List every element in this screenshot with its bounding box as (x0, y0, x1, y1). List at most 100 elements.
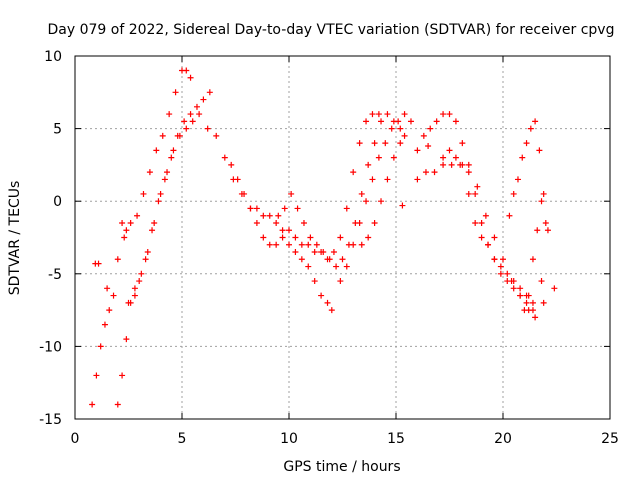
data-point (294, 205, 301, 212)
y-tick-label: 5 (53, 122, 62, 138)
data-point (114, 256, 121, 263)
data-point (313, 241, 320, 248)
data-point (407, 118, 414, 125)
data-point (459, 140, 466, 147)
data-point (305, 263, 312, 270)
data-point (142, 256, 149, 263)
data-point (131, 285, 138, 292)
x-tick-label: 10 (280, 431, 298, 447)
data-point (281, 205, 288, 212)
data-point (542, 219, 549, 226)
data-point (121, 234, 128, 241)
data-point (253, 205, 260, 212)
data-point (465, 169, 472, 176)
data-point (260, 212, 267, 219)
chart-title: Day 079 of 2022, Sidereal Day-to-day VTE… (48, 22, 615, 38)
data-point (517, 285, 524, 292)
data-point (525, 292, 532, 299)
data-point (474, 183, 481, 190)
data-point (266, 212, 273, 219)
data-point (286, 241, 292, 248)
x-tick-label: 25 (601, 431, 619, 447)
data-point (514, 176, 521, 183)
data-point (523, 140, 530, 147)
data-point (517, 292, 524, 299)
data-point (534, 227, 541, 234)
data-point (358, 241, 365, 248)
plot-frame (74, 55, 611, 420)
data-point (529, 307, 536, 314)
data-point (399, 202, 406, 209)
data-point (213, 132, 220, 139)
data-point (305, 241, 312, 248)
data-point (286, 227, 292, 234)
y-tick-label: 0 (53, 194, 62, 210)
data-point (422, 169, 429, 176)
data-point (363, 198, 370, 205)
y-tick-label: -10 (39, 339, 62, 355)
series-track-i (420, 111, 536, 306)
data-point (183, 125, 190, 132)
data-point (300, 219, 307, 226)
data-point (311, 249, 318, 256)
data-point (149, 227, 156, 234)
data-point (365, 234, 372, 241)
data-point (97, 343, 104, 350)
data-point (504, 278, 511, 285)
data-point (446, 111, 453, 118)
data-point (151, 219, 158, 226)
data-point (452, 118, 459, 125)
data-point (114, 401, 121, 408)
data-point (397, 125, 404, 132)
data-point (106, 307, 113, 314)
data-point (253, 219, 260, 226)
data-point (532, 118, 539, 125)
data-point (343, 263, 350, 270)
data-point (339, 256, 346, 263)
data-point (440, 111, 447, 118)
data-point (350, 169, 357, 176)
series-scattered (92, 143, 558, 306)
series-track-b (114, 89, 213, 408)
data-point (378, 118, 385, 125)
y-tick-label: -5 (48, 267, 62, 283)
data-point (164, 169, 171, 176)
data-point (523, 299, 530, 306)
data-point (187, 111, 194, 118)
data-point (101, 321, 108, 328)
data-point (465, 161, 472, 168)
x-tick-label: 15 (387, 431, 405, 447)
data-point (234, 176, 241, 183)
data-point (134, 212, 141, 219)
data-point (459, 161, 466, 168)
data-point (343, 205, 350, 212)
data-point (172, 89, 179, 96)
data-point (247, 205, 254, 212)
data-point (425, 143, 432, 150)
data-point (384, 111, 391, 118)
data-point (136, 278, 143, 285)
data-point (485, 241, 492, 248)
data-point (200, 96, 207, 103)
data-point (472, 219, 479, 226)
data-point (544, 227, 551, 234)
data-point (170, 147, 177, 154)
data-point (275, 212, 282, 219)
data-point (110, 292, 117, 299)
data-point (431, 169, 438, 176)
data-point (420, 132, 427, 139)
data-point (279, 234, 286, 241)
data-point (497, 263, 504, 270)
data-point (506, 212, 513, 219)
data-point (273, 241, 280, 248)
data-point (146, 169, 153, 176)
data-point (527, 125, 534, 132)
data-point (320, 249, 327, 256)
data-point (529, 299, 536, 306)
data-point (369, 111, 376, 118)
data-point (140, 190, 147, 197)
data-point (176, 132, 183, 139)
data-point (337, 234, 344, 241)
data-point (127, 219, 134, 226)
data-points (89, 67, 558, 408)
